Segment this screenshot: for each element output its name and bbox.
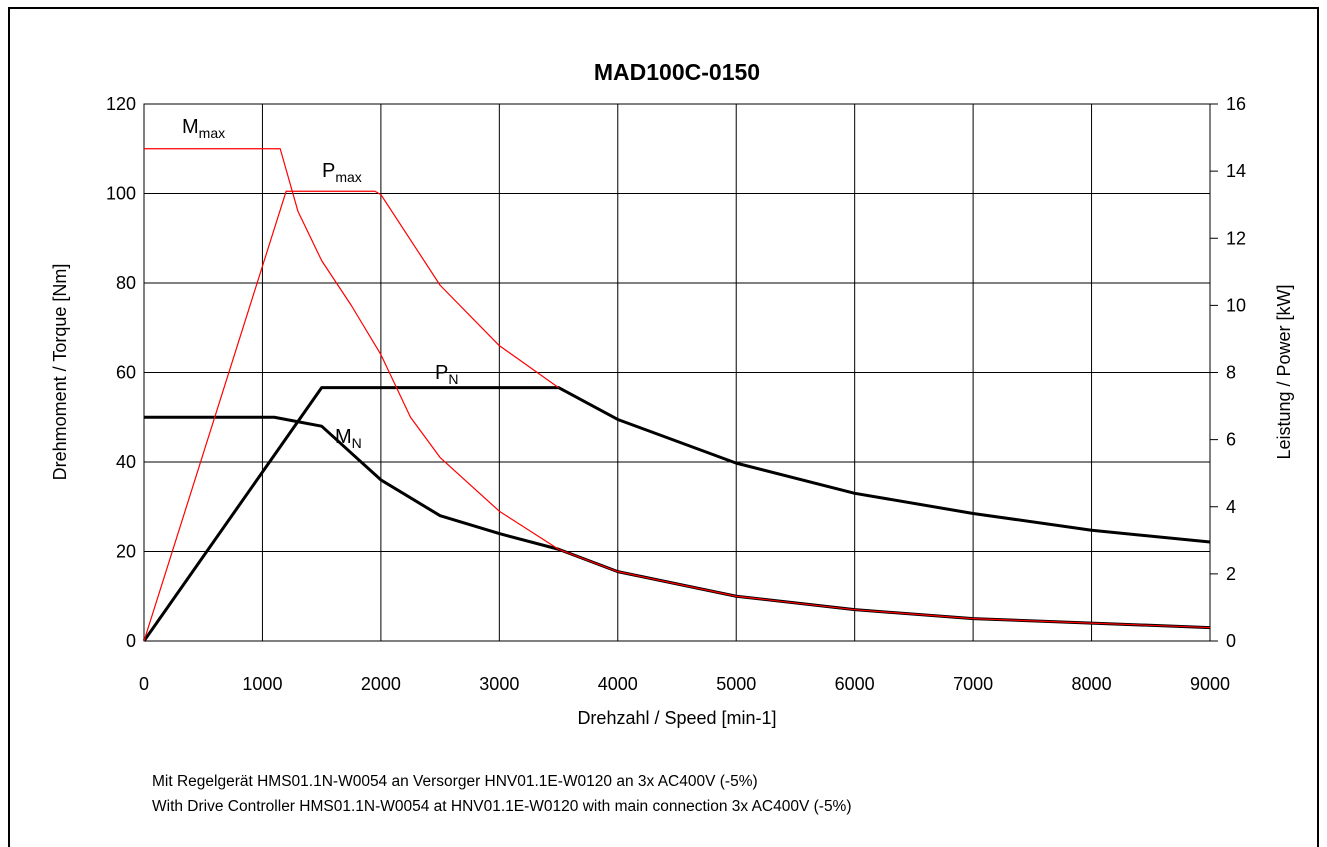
x-tick-label: 8000 (1072, 674, 1112, 694)
x-tick-label: 2000 (361, 674, 401, 694)
annotation: Pmax (322, 160, 362, 185)
y2-tick-label: 0 (1226, 631, 1236, 651)
frame (8, 7, 1319, 847)
annotation-sub: max (335, 169, 361, 185)
annotation-main: M (335, 426, 352, 448)
y2-tick-label: 14 (1226, 161, 1246, 181)
note: With Drive Controller HMS01.1N-W0054 at … (152, 798, 852, 815)
y-tick-label: 80 (116, 273, 136, 293)
x-tick-label: 1000 (242, 674, 282, 694)
line (144, 415, 1211, 630)
y-tick-label: 100 (106, 184, 136, 204)
y-tick-label: 20 (116, 542, 136, 562)
annotation-sub: N (448, 371, 458, 387)
x-tick-label: 0 (139, 674, 149, 694)
y-tick-label: 40 (116, 452, 136, 472)
x-tick-label: 6000 (835, 674, 875, 694)
annotation-main: P (322, 160, 335, 182)
annotation-main: P (435, 362, 448, 384)
chart-title: MAD100C-0150 (594, 59, 760, 85)
line (143, 190, 559, 642)
y2-tick-label: 10 (1226, 295, 1246, 315)
x-axis-label: Drehzahl / Speed [min-1] (577, 708, 776, 728)
annotation: MN (335, 426, 362, 451)
annotation: Mmax (182, 116, 225, 141)
y-tick-label: 0 (126, 631, 136, 651)
x-tick-label: 3000 (479, 674, 519, 694)
note: Mit Regelgerät HMS01.1N-W0054 an Versorg… (152, 773, 758, 790)
annotation-main: M (182, 116, 199, 138)
x-tick-label: 4000 (598, 674, 638, 694)
y2-tick-label: 2 (1226, 564, 1236, 584)
x-tick-label: 5000 (716, 674, 756, 694)
y2-axis-label: Leistung / Power [kW] (1274, 284, 1294, 459)
x-tick-label: 9000 (1190, 674, 1230, 694)
line (144, 148, 1211, 629)
y2-tick-label: 6 (1226, 430, 1236, 450)
line (142, 386, 1211, 642)
x-tick-label: 7000 (953, 674, 993, 694)
y2-tick-label: 8 (1226, 363, 1236, 383)
annotation-sub: max (199, 125, 225, 141)
y-tick-label: 120 (106, 94, 136, 114)
y2-tick-label: 16 (1226, 94, 1246, 114)
y-tick-label: 60 (116, 363, 136, 383)
plot-frame (143, 103, 1211, 642)
y2-tick-label: 12 (1226, 228, 1246, 248)
y-axis-label: Drehmoment / Torque [Nm] (50, 264, 70, 481)
annotation-sub: N (352, 435, 362, 451)
annotation: PN (435, 362, 458, 387)
y2-tick-label: 4 (1226, 497, 1236, 517)
